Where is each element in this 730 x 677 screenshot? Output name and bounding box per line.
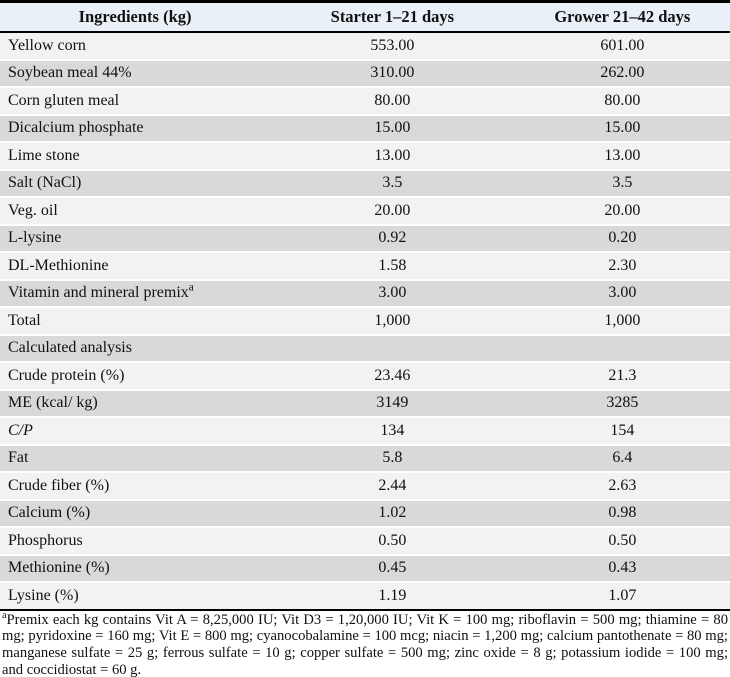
grower-value: 6.4 <box>514 444 730 473</box>
starter-value: 1.19 <box>270 582 515 610</box>
ingredient-label: Lysine (%) <box>0 582 271 610</box>
grower-value: 2.30 <box>514 252 730 281</box>
footnote-text: Premix each kg contains Vit A = 8,25,000… <box>2 611 728 677</box>
grower-value: 2.63 <box>514 472 730 501</box>
grower-value: 21.3 <box>514 362 730 391</box>
header-row: Ingredients (kg) Starter 1–21 days Growe… <box>0 1 730 33</box>
starter-value: 0.92 <box>270 224 515 253</box>
ingredient-label: C/P <box>0 417 271 446</box>
grower-value: 1,000 <box>514 307 730 336</box>
table-row: Dicalcium phosphate 15.00 15.00 <box>0 114 730 143</box>
grower-value: 0.50 <box>514 527 730 556</box>
ingredient-label: Veg. oil <box>0 197 271 226</box>
starter-value: 80.00 <box>270 87 515 116</box>
grower-value: 80.00 <box>514 87 730 116</box>
ingredient-label: Methionine (%) <box>0 554 271 583</box>
table-row: Yellow corn 553.00 601.00 <box>0 32 730 61</box>
label-superscript: a <box>188 281 194 294</box>
grower-value: 1.07 <box>514 582 730 610</box>
grower-value: 154 <box>514 417 730 446</box>
grower-value <box>514 334 730 363</box>
column-header-starter: Starter 1–21 days <box>270 1 515 33</box>
ingredient-label: Vitamin and mineral premixa <box>0 279 271 308</box>
grower-value: 601.00 <box>514 32 730 61</box>
table-row: Methionine (%) 0.45 0.43 <box>0 554 730 583</box>
table-row: DL-Methionine 1.58 2.30 <box>0 252 730 281</box>
table-header: Ingredients (kg) Starter 1–21 days Growe… <box>0 1 730 33</box>
grower-value: 15.00 <box>514 114 730 143</box>
table-row: ME (kcal/ kg) 3149 3285 <box>0 389 730 418</box>
grower-value: 0.20 <box>514 224 730 253</box>
table-row: Calcium (%) 1.02 0.98 <box>0 499 730 528</box>
grower-value: 3.5 <box>514 169 730 198</box>
ingredient-label: Salt (NaCl) <box>0 169 271 198</box>
grower-value: 0.98 <box>514 499 730 528</box>
table-row: Crude protein (%) 23.46 21.3 <box>0 362 730 391</box>
table-row: L-lysine 0.92 0.20 <box>0 224 730 253</box>
grower-value: 3.00 <box>514 279 730 308</box>
section-row: Calculated analysis <box>0 334 730 363</box>
table-row: Fat 5.8 6.4 <box>0 444 730 473</box>
footnote-superscript-marker: a <box>2 609 7 621</box>
grower-value: 0.43 <box>514 554 730 583</box>
table-row: Phosphorus 0.50 0.50 <box>0 527 730 556</box>
column-header-ingredients: Ingredients (kg) <box>0 1 271 33</box>
ingredient-label: Calcium (%) <box>0 499 271 528</box>
ingredient-label: L-lysine <box>0 224 271 253</box>
starter-value: 5.8 <box>270 444 515 473</box>
starter-value: 1,000 <box>270 307 515 336</box>
starter-value: 3.5 <box>270 169 515 198</box>
table-row: Crude fiber (%) 2.44 2.63 <box>0 472 730 501</box>
starter-value: 0.45 <box>270 554 515 583</box>
starter-value: 2.44 <box>270 472 515 501</box>
starter-value: 1.02 <box>270 499 515 528</box>
ingredient-label: Yellow corn <box>0 32 271 61</box>
starter-value: 553.00 <box>270 32 515 61</box>
table-row: Lysine (%) 1.19 1.07 <box>0 582 730 610</box>
ingredient-label: ME (kcal/ kg) <box>0 389 271 418</box>
table-row: Corn gluten meal 80.00 80.00 <box>0 87 730 116</box>
grower-value: 20.00 <box>514 197 730 226</box>
starter-value: 134 <box>270 417 515 446</box>
table-row: C/P 134 154 <box>0 417 730 446</box>
table-row: Vitamin and mineral premixa 3.00 3.00 <box>0 279 730 308</box>
table-row: Total 1,000 1,000 <box>0 307 730 336</box>
table-row: Veg. oil 20.00 20.00 <box>0 197 730 226</box>
starter-value: 0.50 <box>270 527 515 556</box>
starter-value: 15.00 <box>270 114 515 143</box>
ingredient-label: Dicalcium phosphate <box>0 114 271 143</box>
ingredient-label: Phosphorus <box>0 527 271 556</box>
grower-value: 262.00 <box>514 59 730 88</box>
ingredient-label: Fat <box>0 444 271 473</box>
table-row: Lime stone 13.00 13.00 <box>0 142 730 171</box>
column-header-grower: Grower 21–42 days <box>514 1 730 33</box>
grower-value: 3285 <box>514 389 730 418</box>
starter-value <box>270 334 515 363</box>
ingredient-label: Corn gluten meal <box>0 87 271 116</box>
feed-ingredients-table: Ingredients (kg) Starter 1–21 days Growe… <box>0 0 730 611</box>
ingredient-label: Total <box>0 307 271 336</box>
starter-value: 310.00 <box>270 59 515 88</box>
ingredient-label: DL-Methionine <box>0 252 271 281</box>
grower-value: 13.00 <box>514 142 730 171</box>
starter-value: 20.00 <box>270 197 515 226</box>
table-footnote: aPremix each kg contains Vit A = 8,25,00… <box>0 609 730 677</box>
table-row: Salt (NaCl) 3.5 3.5 <box>0 169 730 198</box>
starter-value: 23.46 <box>270 362 515 391</box>
ingredient-label: Soybean meal 44% <box>0 59 271 88</box>
starter-value: 13.00 <box>270 142 515 171</box>
ingredient-label: Calculated analysis <box>0 334 271 363</box>
ingredient-label: Lime stone <box>0 142 271 171</box>
starter-value: 1.58 <box>270 252 515 281</box>
ingredient-label: Crude protein (%) <box>0 362 271 391</box>
starter-value: 3149 <box>270 389 515 418</box>
table-row: Soybean meal 44% 310.00 262.00 <box>0 59 730 88</box>
table-body: Yellow corn 553.00 601.00 Soybean meal 44% 3… <box>0 32 730 610</box>
starter-value: 3.00 <box>270 279 515 308</box>
ingredient-label: Crude fiber (%) <box>0 472 271 501</box>
